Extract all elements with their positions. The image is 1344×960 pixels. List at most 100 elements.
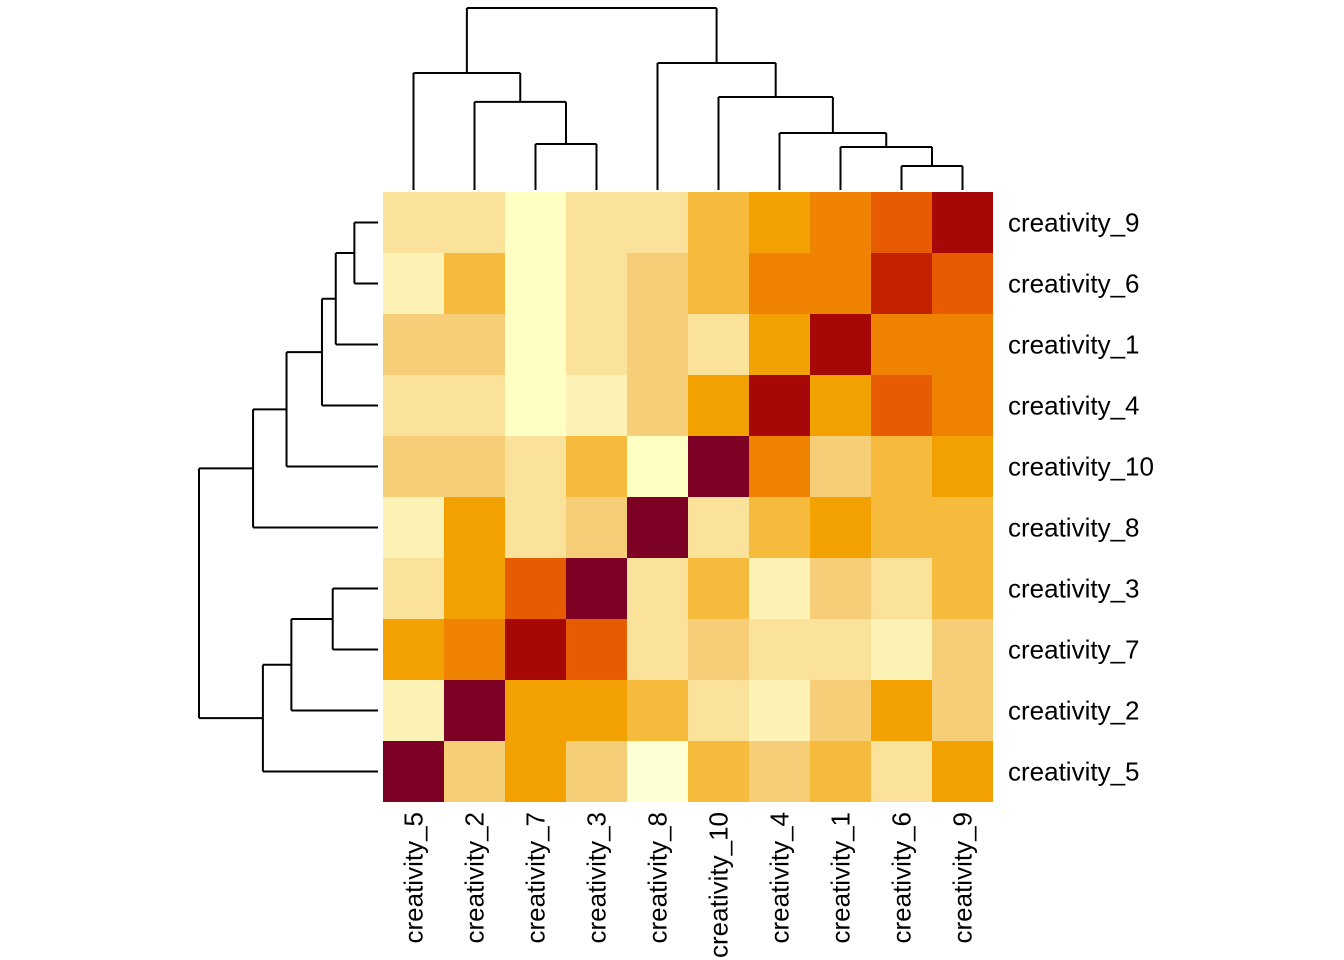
col-label: creativity_1	[826, 812, 856, 944]
heatmap-cell	[871, 741, 932, 802]
heatmap-cell	[932, 497, 993, 558]
heatmap-cell	[932, 619, 993, 680]
heatmap-cell	[749, 741, 810, 802]
heatmap-cell	[444, 558, 505, 619]
heatmap-cell	[810, 558, 871, 619]
heatmap-cell	[749, 436, 810, 497]
heatmap-cell	[383, 558, 444, 619]
heatmap-cell	[749, 314, 810, 375]
heatmap-cell	[627, 436, 688, 497]
heatmap-cell	[688, 619, 749, 680]
heatmap-cell	[444, 741, 505, 802]
heatmap-cell	[383, 680, 444, 741]
col-label: creativity_10	[704, 812, 734, 958]
heatmap-cell	[566, 436, 627, 497]
heatmap-cell	[749, 680, 810, 741]
heatmap-cell	[383, 253, 444, 314]
col-label: creativity_7	[521, 812, 551, 944]
heatmap-cell	[566, 497, 627, 558]
heatmap-cell	[871, 497, 932, 558]
heatmap-cell	[566, 314, 627, 375]
heatmap-cell	[688, 497, 749, 558]
heatmap-cell	[810, 436, 871, 497]
heatmap-cell	[505, 375, 566, 436]
heatmap-cell	[505, 619, 566, 680]
heatmap-cell	[810, 680, 871, 741]
heatmap-cell	[444, 497, 505, 558]
heatmap-cell	[627, 497, 688, 558]
row-label: creativity_10	[1008, 452, 1154, 482]
row-label: creativity_6	[1008, 269, 1140, 299]
heatmap-cell	[810, 314, 871, 375]
heatmap-cell	[383, 741, 444, 802]
col-label: creativity_5	[399, 812, 429, 944]
heatmap-cell	[383, 192, 444, 253]
heatmap-cell	[566, 558, 627, 619]
heatmap-cell	[810, 375, 871, 436]
heatmap-cell	[932, 375, 993, 436]
col-label: creativity_8	[643, 812, 673, 944]
heatmap-cell	[871, 619, 932, 680]
heatmap-cell	[627, 375, 688, 436]
heatmap-cell	[688, 741, 749, 802]
row-label: creativity_9	[1008, 208, 1140, 238]
heatmap-cell	[749, 497, 810, 558]
heatmap-cell	[932, 314, 993, 375]
heatmap-cell	[871, 680, 932, 741]
heatmap-cell	[688, 680, 749, 741]
col-labels: creativity_5 creativity_2 creativity_7 crea…	[399, 812, 978, 958]
heatmap-cell	[566, 253, 627, 314]
heatmap-cell	[627, 314, 688, 375]
heatmap-cell	[932, 741, 993, 802]
heatmap-cell	[627, 192, 688, 253]
heatmap-cell	[566, 680, 627, 741]
heatmap-cell	[871, 192, 932, 253]
heatmap-cell	[505, 436, 566, 497]
heatmap-cell	[444, 375, 505, 436]
heatmap-cell	[749, 375, 810, 436]
heatmap-cell	[749, 558, 810, 619]
heatmap-cell	[871, 314, 932, 375]
row-label: creativity_4	[1008, 391, 1140, 421]
heatmap-cell	[627, 619, 688, 680]
heatmap-cell	[688, 253, 749, 314]
heatmap-cell	[749, 619, 810, 680]
row-labels: creativity_9 creativity_6 creativity_1crea…	[1008, 208, 1154, 787]
heatmap-cell	[627, 253, 688, 314]
heatmap-cell	[688, 558, 749, 619]
heatmap-cell	[383, 619, 444, 680]
heatmap-cell	[871, 436, 932, 497]
heatmap-cell	[383, 436, 444, 497]
heatmap-cell	[505, 192, 566, 253]
heatmap-cell	[505, 680, 566, 741]
heatmap-cell	[566, 619, 627, 680]
heatmap-cell	[688, 436, 749, 497]
heatmap-cell	[444, 253, 505, 314]
heatmap-cell	[871, 558, 932, 619]
heatmap-cell	[444, 619, 505, 680]
heatmap-cell	[627, 741, 688, 802]
heatmap-cell	[688, 192, 749, 253]
heatmap-cell	[871, 253, 932, 314]
heatmap-cell	[932, 192, 993, 253]
heatmap-cell	[810, 741, 871, 802]
heatmap-cell	[810, 619, 871, 680]
heatmap-cell	[627, 680, 688, 741]
heatmap-cell	[566, 741, 627, 802]
row-dendrogram	[198, 221, 378, 773]
heatmap-cell	[749, 253, 810, 314]
row-label: creativity_8	[1008, 513, 1140, 543]
heatmap-cell	[932, 680, 993, 741]
heatmap-cell	[810, 253, 871, 314]
row-label: creativity_1	[1008, 330, 1140, 360]
heatmap-cell	[383, 375, 444, 436]
heatmap-cell	[444, 436, 505, 497]
heatmap-cell	[505, 497, 566, 558]
row-label: creativity_3	[1008, 574, 1140, 604]
col-label: creativity_2	[460, 812, 490, 944]
row-label: creativity_7	[1008, 635, 1140, 665]
heatmap-cell	[505, 253, 566, 314]
heatmap-cell	[932, 558, 993, 619]
heatmap-cell	[444, 192, 505, 253]
